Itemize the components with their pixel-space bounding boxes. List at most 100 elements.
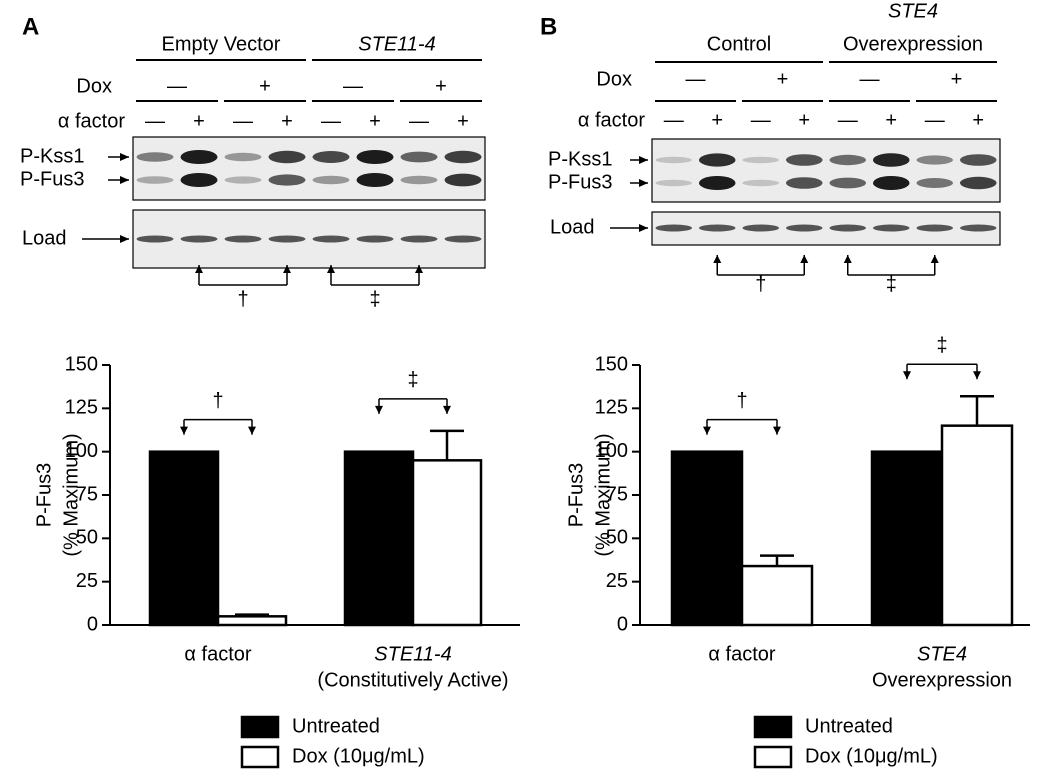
y-tick-label: 0	[617, 613, 628, 635]
legend-swatch	[753, 715, 793, 739]
arrow-head	[703, 426, 711, 435]
y-tick-label: 125	[595, 397, 628, 419]
x-tick-label: α factor	[184, 643, 251, 665]
error-bar	[760, 554, 794, 567]
alpha-sign: +	[885, 109, 897, 131]
legend-swatch	[240, 745, 280, 769]
arrow-head	[415, 265, 423, 273]
arrow-head	[773, 426, 781, 435]
dox-sign: —	[686, 68, 706, 90]
alpha-sign: +	[972, 109, 984, 131]
band	[916, 224, 954, 232]
legend-label: Dox (10μg/mL)	[805, 745, 938, 767]
y-tick-label: 150	[595, 353, 628, 375]
arrow-head	[195, 265, 203, 273]
arrow-head	[180, 426, 188, 435]
legend-swatch	[753, 745, 793, 769]
band	[312, 175, 350, 185]
band	[785, 177, 823, 189]
row-label: Dox	[76, 75, 112, 97]
band	[180, 235, 218, 243]
bracket-symbol: ‡	[936, 334, 947, 356]
arrow-head	[973, 371, 981, 380]
band-label: P-Kss1	[20, 145, 84, 167]
alpha-sign: —	[925, 109, 945, 131]
band	[136, 152, 174, 162]
bar	[411, 459, 483, 627]
x-tick-label: (Constitutively Active)	[317, 669, 508, 691]
bar	[343, 450, 415, 627]
dox-sign: —	[343, 75, 363, 97]
band	[356, 150, 394, 164]
band-label: P-Kss1	[548, 148, 612, 170]
legend-label: Untreated	[805, 715, 893, 737]
group-label: STE11-4	[358, 33, 435, 55]
y-axis-label: (% Maximum)	[592, 433, 614, 556]
error-bar	[235, 613, 269, 617]
band	[785, 154, 823, 166]
legend-label: Dox (10μg/mL)	[292, 745, 425, 767]
band-label: Load	[22, 227, 67, 249]
bar	[148, 450, 220, 627]
error-bar	[960, 394, 994, 426]
alpha-sign: +	[798, 109, 810, 131]
band	[268, 235, 306, 243]
group-label: Overexpression	[843, 33, 983, 55]
alpha-sign: +	[193, 110, 205, 132]
band	[356, 173, 394, 187]
band	[698, 176, 736, 190]
dox-sign: —	[167, 75, 187, 97]
alpha-sign: —	[145, 110, 165, 132]
band	[268, 174, 306, 186]
alpha-sign: —	[751, 109, 771, 131]
arrow-head	[639, 156, 648, 164]
band	[444, 150, 482, 164]
y-tick-label: 25	[76, 570, 98, 592]
bar	[670, 450, 744, 627]
band	[655, 179, 693, 187]
bracket-symbol: ‡	[407, 369, 418, 391]
band	[698, 153, 736, 167]
bracket-symbol: †	[755, 273, 766, 295]
band-label: P-Fus3	[548, 171, 612, 193]
panel-label: A	[22, 13, 39, 40]
y-axis-label: P-Fus3	[565, 463, 587, 527]
arrow-head	[713, 255, 722, 263]
y-tick-label: 100	[65, 440, 98, 462]
bar	[740, 564, 814, 627]
y-axis-label: P-Fus3	[33, 463, 55, 527]
x-tick-label: α factor	[708, 643, 775, 665]
bracket-symbol: †	[212, 390, 223, 412]
dox-sign: +	[951, 68, 963, 90]
legend-swatch	[240, 715, 280, 739]
band	[742, 156, 780, 164]
arrow-head	[639, 179, 648, 187]
band	[959, 176, 997, 190]
band	[180, 173, 218, 187]
band	[444, 235, 482, 243]
blot	[651, 138, 1001, 203]
band	[829, 154, 867, 166]
row-label: α factor	[58, 110, 125, 132]
band	[785, 224, 823, 232]
y-tick-label: 125	[65, 397, 98, 419]
blot	[132, 136, 486, 201]
band	[400, 175, 438, 185]
arrow-head	[327, 265, 335, 273]
band	[829, 177, 867, 189]
legend-label: Untreated	[292, 715, 380, 737]
group-label: STE4	[888, 0, 938, 22]
arrow-head	[120, 235, 129, 243]
arrow-head	[800, 255, 809, 263]
band	[742, 179, 780, 187]
bracket-symbol: †	[736, 390, 747, 412]
band	[224, 152, 262, 162]
alpha-sign: +	[369, 110, 381, 132]
alpha-sign: +	[457, 110, 469, 132]
alpha-sign: —	[233, 110, 253, 132]
band	[872, 176, 910, 190]
band	[872, 224, 910, 232]
bar	[216, 615, 288, 627]
band	[916, 155, 954, 165]
band	[180, 150, 218, 164]
